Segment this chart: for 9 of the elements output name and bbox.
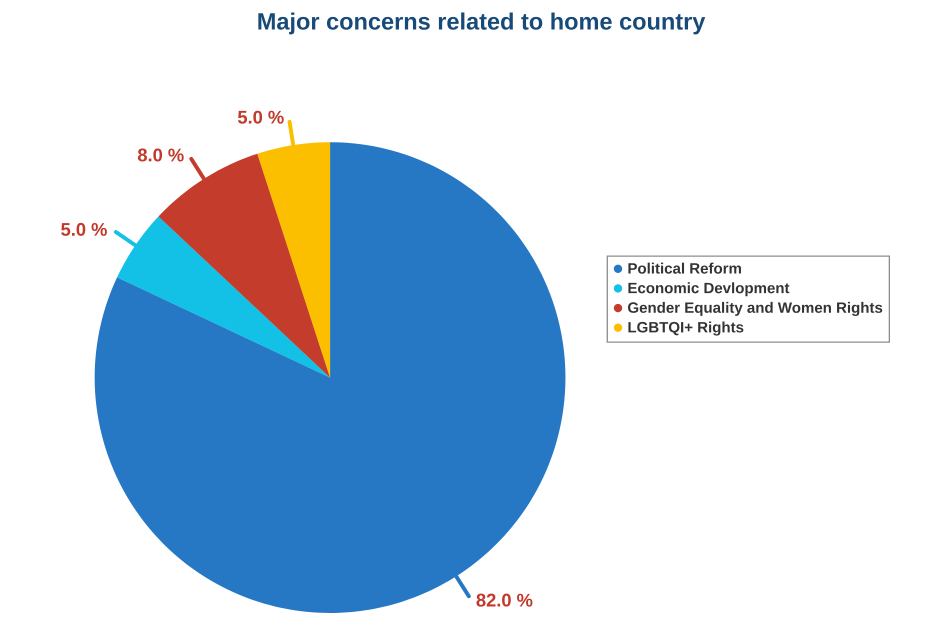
data-label: 8.0 % (138, 148, 184, 162)
data-label: 82.0 % (476, 594, 532, 607)
legend-label: Gender Equality and Women Rights (628, 302, 882, 316)
chart-title: Major concerns related to home country (258, 12, 706, 35)
legend-label: LGBTQI+ Rights (628, 322, 744, 336)
data-label: 5.0 % (238, 110, 284, 124)
legend-label: Political Reform (628, 262, 741, 274)
legend-label: Economic Devlopment (628, 282, 790, 296)
data-label: 5.0 % (61, 223, 107, 236)
